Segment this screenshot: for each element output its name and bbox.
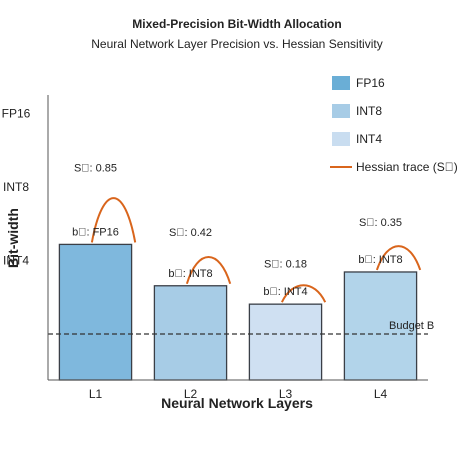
legend-fp16-swatch bbox=[332, 76, 350, 90]
legend: FP16 INT8 INT4 Hessian trace (S ) bbox=[330, 76, 458, 174]
legend-int4-swatch bbox=[332, 132, 350, 146]
x-axis-label: Neural Network Layers bbox=[161, 395, 313, 411]
x-tick-l3: L3 bbox=[279, 387, 293, 401]
bar-l3 bbox=[248, 303, 323, 381]
y-tick-fp16: FP16 bbox=[2, 106, 31, 120]
bars-layer bbox=[58, 243, 418, 381]
precision-label-l2: b : INT8 bbox=[168, 268, 212, 280]
chart-title: Mixed-Precision Bit-Width Allocation bbox=[132, 17, 341, 31]
sensitivity-label-l2: S : 0.42 bbox=[169, 227, 212, 239]
budget-label: Budget B bbox=[389, 320, 434, 332]
y-ticks: FP16 INT8 INT4 bbox=[2, 106, 31, 267]
hessian-trace-l1 bbox=[90, 197, 137, 243]
y-axis-label: Bit-width bbox=[5, 208, 21, 268]
annotations-layer: b : FP16 S : 0.85 b : INT8 S : 0.42 b : INT4… bbox=[72, 162, 403, 298]
bar-l2 bbox=[153, 285, 228, 381]
legend-fp16-label: FP16 bbox=[356, 76, 385, 90]
hessian-trace-l2 bbox=[185, 256, 232, 285]
sensitivity-label-l4: S : 0.35 bbox=[359, 217, 402, 229]
hessian-trace-l3 bbox=[280, 284, 327, 303]
x-tick-l4: L4 bbox=[374, 387, 388, 401]
bar-l1 bbox=[58, 243, 133, 381]
y-tick-int8: INT8 bbox=[3, 180, 29, 194]
sensitivity-label-l1: S : 0.85 bbox=[74, 162, 117, 174]
y-tick-int4: INT4 bbox=[3, 253, 29, 267]
legend-hessian-label: Hessian trace (S ) bbox=[356, 160, 458, 174]
x-tick-l1: L1 bbox=[89, 387, 103, 401]
legend-int8-label: INT8 bbox=[356, 104, 382, 118]
precision-label-l3: b : INT4 bbox=[263, 286, 307, 298]
chart-subtitle: Neural Network Layer Precision vs. Hessi… bbox=[91, 37, 382, 51]
hessian-trace-l4 bbox=[375, 245, 422, 271]
precision-label-l1: b : FP16 bbox=[72, 226, 119, 238]
sensitivity-label-l3: S : 0.18 bbox=[264, 259, 307, 271]
x-tick-l2: L2 bbox=[184, 387, 198, 401]
legend-int4-label: INT4 bbox=[356, 132, 382, 146]
traces-layer bbox=[90, 197, 422, 303]
x-ticks: L1 L2 L3 L4 bbox=[89, 387, 388, 401]
precision-label-l4: b : INT8 bbox=[358, 254, 402, 266]
bar-l4 bbox=[343, 271, 418, 381]
legend-int8-swatch bbox=[332, 104, 350, 118]
